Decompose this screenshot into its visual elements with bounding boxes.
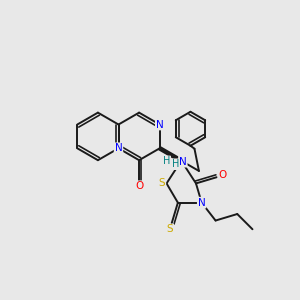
Text: H: H bbox=[172, 159, 179, 169]
Text: O: O bbox=[219, 170, 227, 180]
Text: O: O bbox=[135, 181, 143, 191]
Text: N: N bbox=[179, 157, 187, 167]
Text: N: N bbox=[198, 198, 206, 208]
Text: S: S bbox=[167, 224, 173, 234]
Text: N: N bbox=[156, 119, 164, 130]
Text: S: S bbox=[159, 178, 165, 188]
Text: H: H bbox=[163, 156, 170, 167]
Text: N: N bbox=[115, 143, 122, 153]
